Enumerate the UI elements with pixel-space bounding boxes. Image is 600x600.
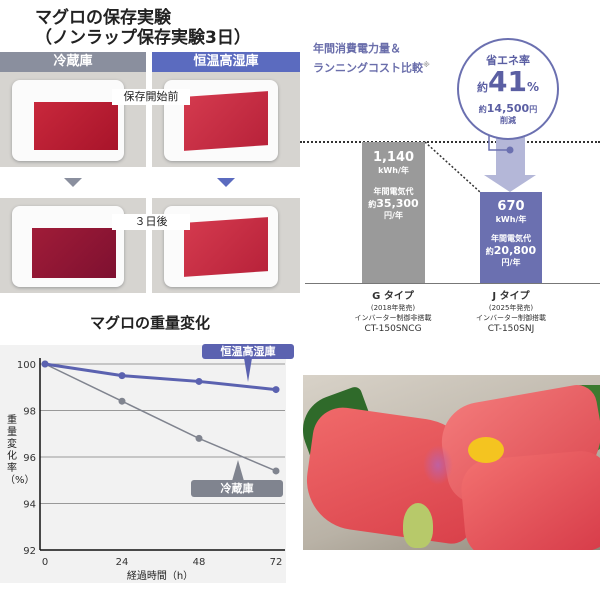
legend-fridge: 冷蔵庫 (191, 480, 283, 497)
y-tick-label: 100 (17, 360, 36, 371)
bar-g-type: 1,140 kWh/年 年間電気代 約35,300 円/年 (362, 142, 425, 283)
photo-fridge-after (0, 198, 146, 293)
data-point (272, 386, 280, 394)
sashimi-photo (303, 375, 600, 550)
weight-line-chart: 92 94 96 98 100 0 24 48 72 (17, 358, 285, 568)
weight-chart-title: マグロの重量変化 (89, 314, 210, 332)
header-fridge: 冷蔵庫 (0, 52, 146, 72)
data-point (195, 434, 203, 442)
series-line (44, 362, 277, 392)
y-tick-label: 96 (23, 453, 36, 464)
y-tick-label: 92 (23, 546, 36, 557)
header-humid: 恒温高湿庫 (152, 52, 300, 72)
caption-g-type: G タイプ (2018年発売) インバーター制御非搭載 CT-150SNCG (354, 291, 432, 334)
bar-baseline (305, 283, 600, 284)
caption-j-type: J タイプ (2025年発売) インバーター制御搭載 CT-150SNJ (476, 291, 546, 334)
data-point (118, 397, 126, 405)
energy-title: 年間消費電力量＆ ランニングコスト比較※ (313, 42, 430, 75)
y-tick-label: 94 (23, 500, 36, 511)
legend-humid: 恒温高湿庫 (202, 344, 294, 359)
arrow-down-icon (217, 178, 235, 187)
data-point (41, 360, 49, 368)
reference-line (300, 141, 600, 143)
x-tick-label: 24 (116, 557, 129, 568)
connector-lines (424, 130, 536, 193)
arrow-down-icon (484, 130, 536, 192)
savings-badge: 省エネ率 約41% 約14,500円 削減 (457, 38, 559, 140)
bar-j-type: 670 kWh/年 年間電気代 約20,800 円/年 (480, 192, 542, 283)
data-point (272, 467, 280, 475)
arrow-down-icon (64, 178, 82, 187)
label-before: 保存開始前 (112, 89, 190, 105)
x-tick-label: 0 (42, 557, 48, 568)
photo-humid-before (152, 72, 300, 167)
legend-pointers (232, 358, 252, 481)
series-line (44, 363, 277, 472)
y-tick-label: 98 (23, 407, 36, 418)
photo-fridge-before (0, 72, 146, 167)
x-axis-label: 経過時間（h） (126, 571, 194, 582)
data-point (118, 372, 126, 380)
label-after: ３日後 (112, 214, 190, 230)
x-tick-label: 72 (270, 557, 283, 568)
data-point (195, 377, 203, 385)
storage-test-title: マグロの保存実験 （ノンラップ保存実験3日） (35, 8, 251, 48)
x-tick-label: 48 (193, 557, 206, 568)
